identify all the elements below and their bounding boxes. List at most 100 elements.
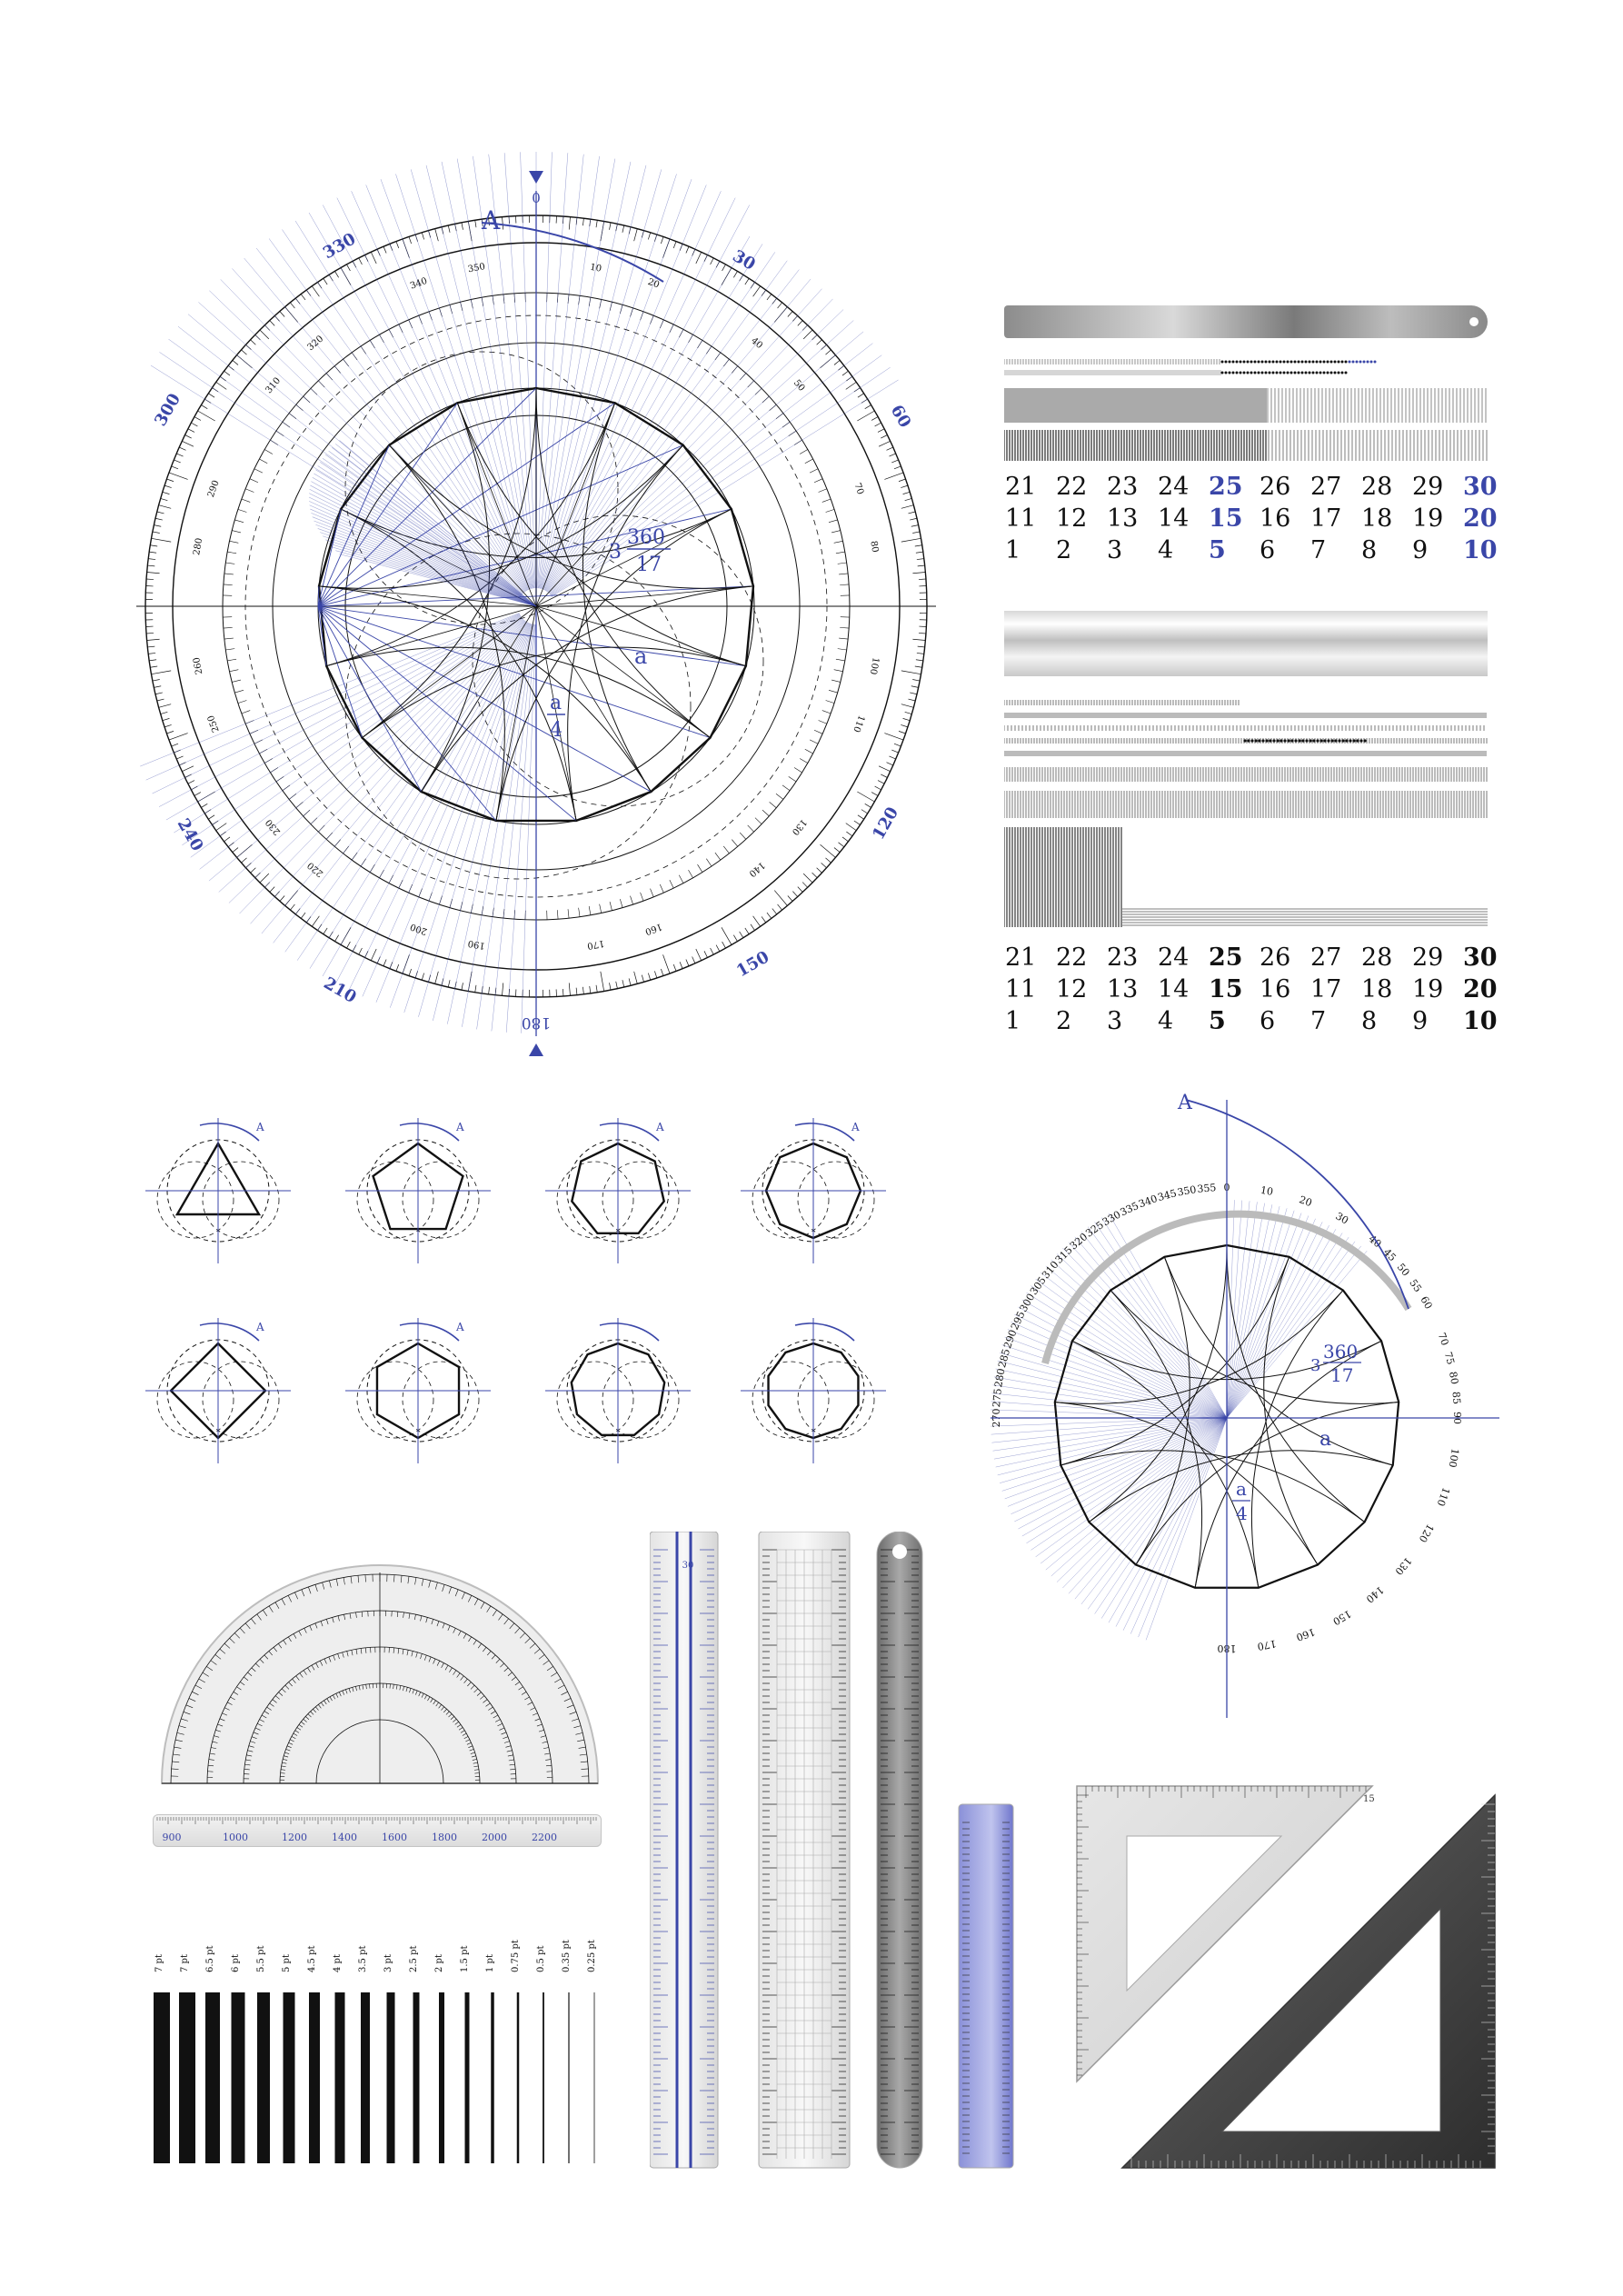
vertex-label: A bbox=[255, 1321, 264, 1333]
pattern-dot bbox=[1269, 739, 1272, 743]
tick bbox=[358, 947, 363, 955]
number-cell: 16 bbox=[1260, 975, 1291, 1003]
tick bbox=[215, 1730, 222, 1732]
tick bbox=[147, 564, 155, 567]
tick bbox=[283, 1759, 288, 1761]
tick bbox=[661, 236, 664, 245]
tick bbox=[524, 1696, 530, 1701]
number-cell: 22 bbox=[1056, 943, 1088, 972]
tick bbox=[415, 1690, 418, 1695]
tick bbox=[557, 1684, 565, 1690]
tick bbox=[589, 985, 592, 993]
fan-ray bbox=[145, 613, 520, 781]
tick bbox=[232, 679, 242, 683]
number-cell: 11 bbox=[1005, 975, 1037, 1003]
arc-label: 130 bbox=[1392, 1555, 1413, 1577]
petal-arc bbox=[1226, 1244, 1365, 1522]
tick bbox=[424, 1694, 427, 1700]
tick bbox=[861, 809, 868, 814]
construction-circle bbox=[344, 351, 619, 625]
big-protractor-star-construction bbox=[308, 222, 755, 823]
tick bbox=[581, 1768, 589, 1770]
tick bbox=[609, 901, 612, 911]
tick bbox=[251, 1736, 257, 1740]
tick bbox=[194, 1684, 203, 1690]
tick bbox=[480, 1602, 485, 1609]
petal-arc bbox=[318, 444, 684, 589]
fan-ray bbox=[1026, 1293, 1228, 1419]
fan-ray bbox=[244, 257, 525, 593]
tick bbox=[532, 1712, 538, 1716]
fan-ray bbox=[159, 352, 522, 597]
tick bbox=[557, 910, 559, 920]
fan-ray bbox=[491, 624, 535, 1032]
number-cell: 22 bbox=[1056, 473, 1088, 501]
tick bbox=[918, 578, 926, 580]
pattern-dot bbox=[1279, 360, 1282, 364]
tick bbox=[171, 743, 179, 747]
tick bbox=[298, 1631, 302, 1636]
number-cell: 24 bbox=[1158, 943, 1190, 972]
number-cell: 7 bbox=[1310, 1007, 1327, 1035]
arc-arrow-icon bbox=[399, 1323, 460, 1342]
tick bbox=[201, 804, 208, 808]
tick bbox=[293, 1732, 298, 1736]
weight-label: 7 pt bbox=[154, 1954, 164, 1972]
tick bbox=[436, 1621, 440, 1627]
tick bbox=[871, 416, 879, 421]
pattern-dot bbox=[1260, 371, 1264, 374]
line-weight-samples: 7 pt 7 pt 6.5 pt 6 pt 5.5 pt 5 pt 4.5 pt 4 pt 3.… bbox=[154, 1940, 597, 2163]
pattern-dot bbox=[1289, 371, 1293, 374]
pattern-dot bbox=[1258, 739, 1261, 743]
tick bbox=[509, 1763, 515, 1766]
pattern-dot bbox=[1359, 360, 1362, 364]
pattern-dot bbox=[1337, 360, 1340, 364]
wedge-ray bbox=[312, 516, 537, 607]
number-cell: 13 bbox=[1107, 504, 1139, 533]
tick bbox=[871, 792, 879, 796]
tick bbox=[246, 1754, 253, 1757]
fan-ray bbox=[1226, 1200, 1235, 1419]
pattern-dot bbox=[1279, 371, 1282, 374]
tick bbox=[454, 1722, 459, 1725]
tick bbox=[395, 963, 400, 972]
tick bbox=[333, 1654, 336, 1661]
tick bbox=[171, 1768, 179, 1770]
tick bbox=[889, 755, 896, 760]
arc-arrow-icon bbox=[399, 1123, 460, 1142]
fan-ray bbox=[351, 191, 530, 590]
tick bbox=[272, 1699, 277, 1703]
tick bbox=[600, 971, 605, 992]
tick bbox=[828, 519, 838, 523]
tick bbox=[447, 1625, 451, 1632]
tick bbox=[573, 1725, 582, 1729]
number-cell: 15 bbox=[1209, 975, 1243, 1003]
tick bbox=[468, 1636, 472, 1642]
tick bbox=[486, 1605, 492, 1612]
petal-arc bbox=[1089, 1450, 1393, 1522]
tick bbox=[414, 1577, 417, 1585]
pattern-dot bbox=[1356, 739, 1359, 743]
tick bbox=[821, 498, 831, 503]
tick bbox=[148, 653, 156, 654]
vertex-label: A bbox=[851, 1121, 860, 1133]
tick bbox=[551, 1672, 558, 1677]
tick bbox=[197, 410, 215, 422]
fan-ray bbox=[1001, 1417, 1228, 1492]
tick bbox=[579, 1753, 587, 1756]
tick bbox=[901, 537, 921, 543]
tick bbox=[397, 1648, 400, 1654]
fan-ray bbox=[322, 622, 528, 977]
construction-line bbox=[317, 585, 320, 607]
tick bbox=[208, 393, 215, 398]
wedge-ray bbox=[335, 550, 537, 607]
fan-ray bbox=[208, 617, 523, 882]
tick bbox=[329, 1696, 333, 1702]
tick bbox=[301, 1589, 305, 1597]
tick bbox=[818, 720, 827, 724]
tick bbox=[395, 241, 400, 249]
tick bbox=[146, 578, 154, 580]
ruler-label: 900 bbox=[163, 1832, 182, 1843]
tick bbox=[154, 517, 163, 521]
construction-circle bbox=[752, 1161, 830, 1239]
